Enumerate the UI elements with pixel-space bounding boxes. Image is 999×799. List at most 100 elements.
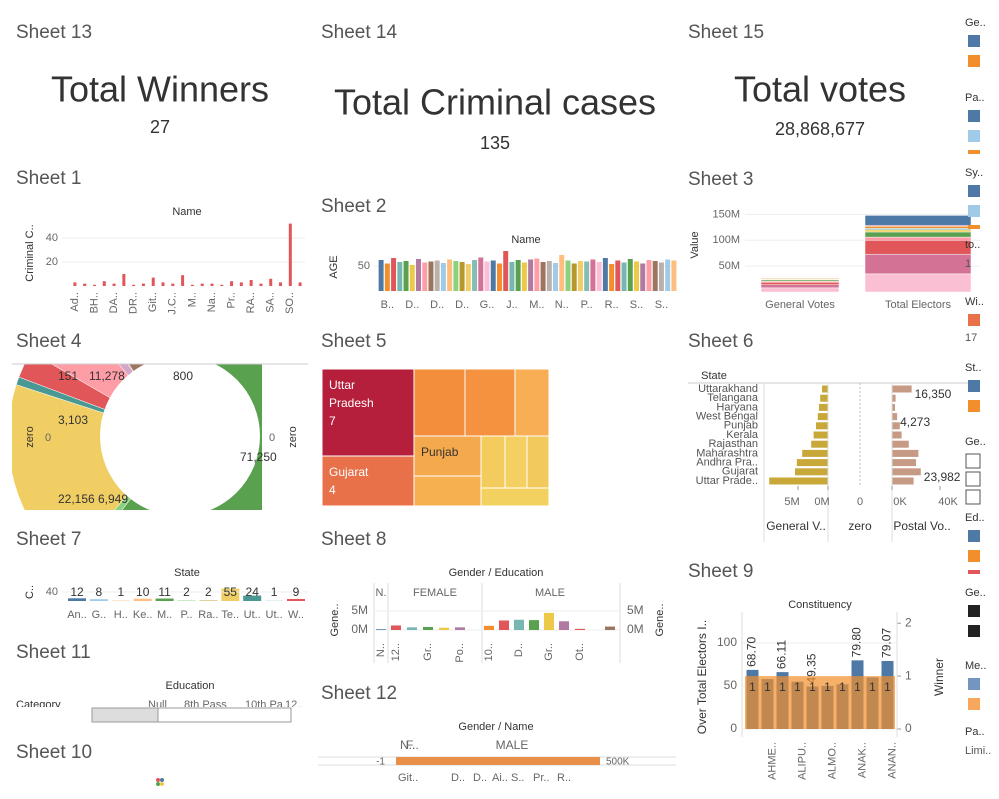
- tick-label: 0: [45, 432, 51, 444]
- bar: [816, 422, 828, 430]
- y-tick-label: 50: [358, 260, 370, 272]
- data-label: 151: [58, 369, 78, 383]
- bar: [540, 262, 546, 291]
- bar: [802, 449, 828, 457]
- bar: [811, 440, 828, 448]
- bar: [760, 676, 775, 729]
- bar: [455, 627, 465, 630]
- pie: [12, 364, 262, 510]
- checkbox[interactable]: [965, 453, 981, 469]
- data-label: 2: [183, 585, 190, 599]
- bar: [220, 284, 224, 286]
- x-tick-label: Pr..: [225, 292, 237, 309]
- tick-label: 0: [269, 432, 275, 444]
- legend-swatch: [968, 530, 980, 542]
- bar-segment: [864, 231, 972, 238]
- bar: [652, 261, 658, 291]
- x-tick-label: Gr..: [422, 643, 434, 661]
- bar: [407, 627, 417, 630]
- treemap-cell: [464, 368, 516, 437]
- icon-dot: [156, 782, 160, 786]
- checkbox[interactable]: [965, 489, 981, 505]
- data-label: 1: [271, 585, 278, 599]
- data-label: 1: [884, 680, 891, 694]
- bar: [534, 258, 540, 291]
- x-tick-label: P..: [581, 299, 593, 311]
- x-tick-label: N..: [555, 299, 569, 311]
- bar: [769, 477, 828, 485]
- data-label: 23,982: [924, 470, 961, 484]
- bar: [850, 676, 865, 729]
- bar: [298, 282, 302, 286]
- icon-dot: [156, 778, 160, 782]
- bar: [102, 281, 106, 286]
- bar: [627, 259, 633, 291]
- kpi-value: 135: [480, 133, 510, 153]
- legend-title: St..: [965, 362, 982, 374]
- bar: [243, 595, 262, 601]
- bar: [658, 262, 664, 291]
- bar: [409, 265, 415, 291]
- bar: [822, 385, 828, 393]
- data-label: 1: [779, 680, 786, 694]
- header: State: [701, 370, 727, 382]
- y-tick-label: 40: [46, 232, 58, 244]
- data-label: 79.07: [880, 628, 894, 658]
- bar: [819, 403, 828, 411]
- x-tick-label: SA..: [265, 292, 277, 313]
- legend-swatch: [968, 570, 980, 574]
- legend-swatch: [968, 35, 980, 47]
- scrollbar-thumb[interactable]: [91, 707, 159, 723]
- donut-hole: [100, 364, 260, 510]
- bar: [892, 413, 898, 421]
- kpi-title: Total votes: [734, 69, 906, 110]
- bar: [200, 283, 204, 286]
- bar: [892, 477, 914, 485]
- treemap-cell: [321, 455, 415, 507]
- axis-title: zero: [24, 426, 36, 447]
- bar: [239, 282, 243, 286]
- x-tick-label: Na..: [206, 292, 218, 312]
- bar: [584, 261, 590, 291]
- bar: [112, 283, 116, 286]
- x-tick-label: Ai..: [492, 772, 508, 784]
- bar: [546, 261, 552, 291]
- x-tick-label: 10..: [483, 643, 495, 661]
- bar-strip: [396, 757, 600, 765]
- bar: [790, 676, 805, 729]
- bar: [259, 283, 263, 286]
- x-tick-label: 5M: [784, 496, 799, 508]
- data-label: 2: [205, 585, 212, 599]
- x-tick-label: D..: [405, 299, 419, 311]
- x-tick-label: 40K: [938, 496, 958, 508]
- legend-swatch: [968, 150, 980, 154]
- bar: [515, 260, 521, 291]
- bar: [428, 261, 434, 291]
- bar: [503, 251, 509, 291]
- legend-swatch: [968, 625, 980, 637]
- bar: [472, 260, 478, 291]
- data-label: 12: [70, 585, 84, 599]
- x-tick-label: W..: [288, 609, 304, 621]
- y2-tick-label: 5M: [627, 603, 644, 617]
- row-label: Kerala: [726, 429, 759, 441]
- bar: [484, 261, 490, 291]
- data-label: 800: [173, 369, 193, 383]
- x-tick-label: D..: [513, 643, 525, 657]
- legend-swatch: [968, 205, 980, 217]
- bar: [440, 263, 446, 291]
- data-label: 1: [839, 680, 846, 694]
- bar: [795, 468, 828, 476]
- checkbox[interactable]: [965, 471, 981, 487]
- x-tick-label: H..: [114, 609, 128, 621]
- bar-segment: [864, 236, 972, 241]
- bar: [640, 263, 646, 291]
- bar: [155, 598, 174, 601]
- bar: [605, 626, 615, 630]
- bar: [835, 676, 850, 729]
- data-label: 1: [869, 680, 876, 694]
- bar: [805, 676, 820, 729]
- bar: [122, 274, 126, 286]
- sheet-title: Sheet 4: [16, 331, 82, 352]
